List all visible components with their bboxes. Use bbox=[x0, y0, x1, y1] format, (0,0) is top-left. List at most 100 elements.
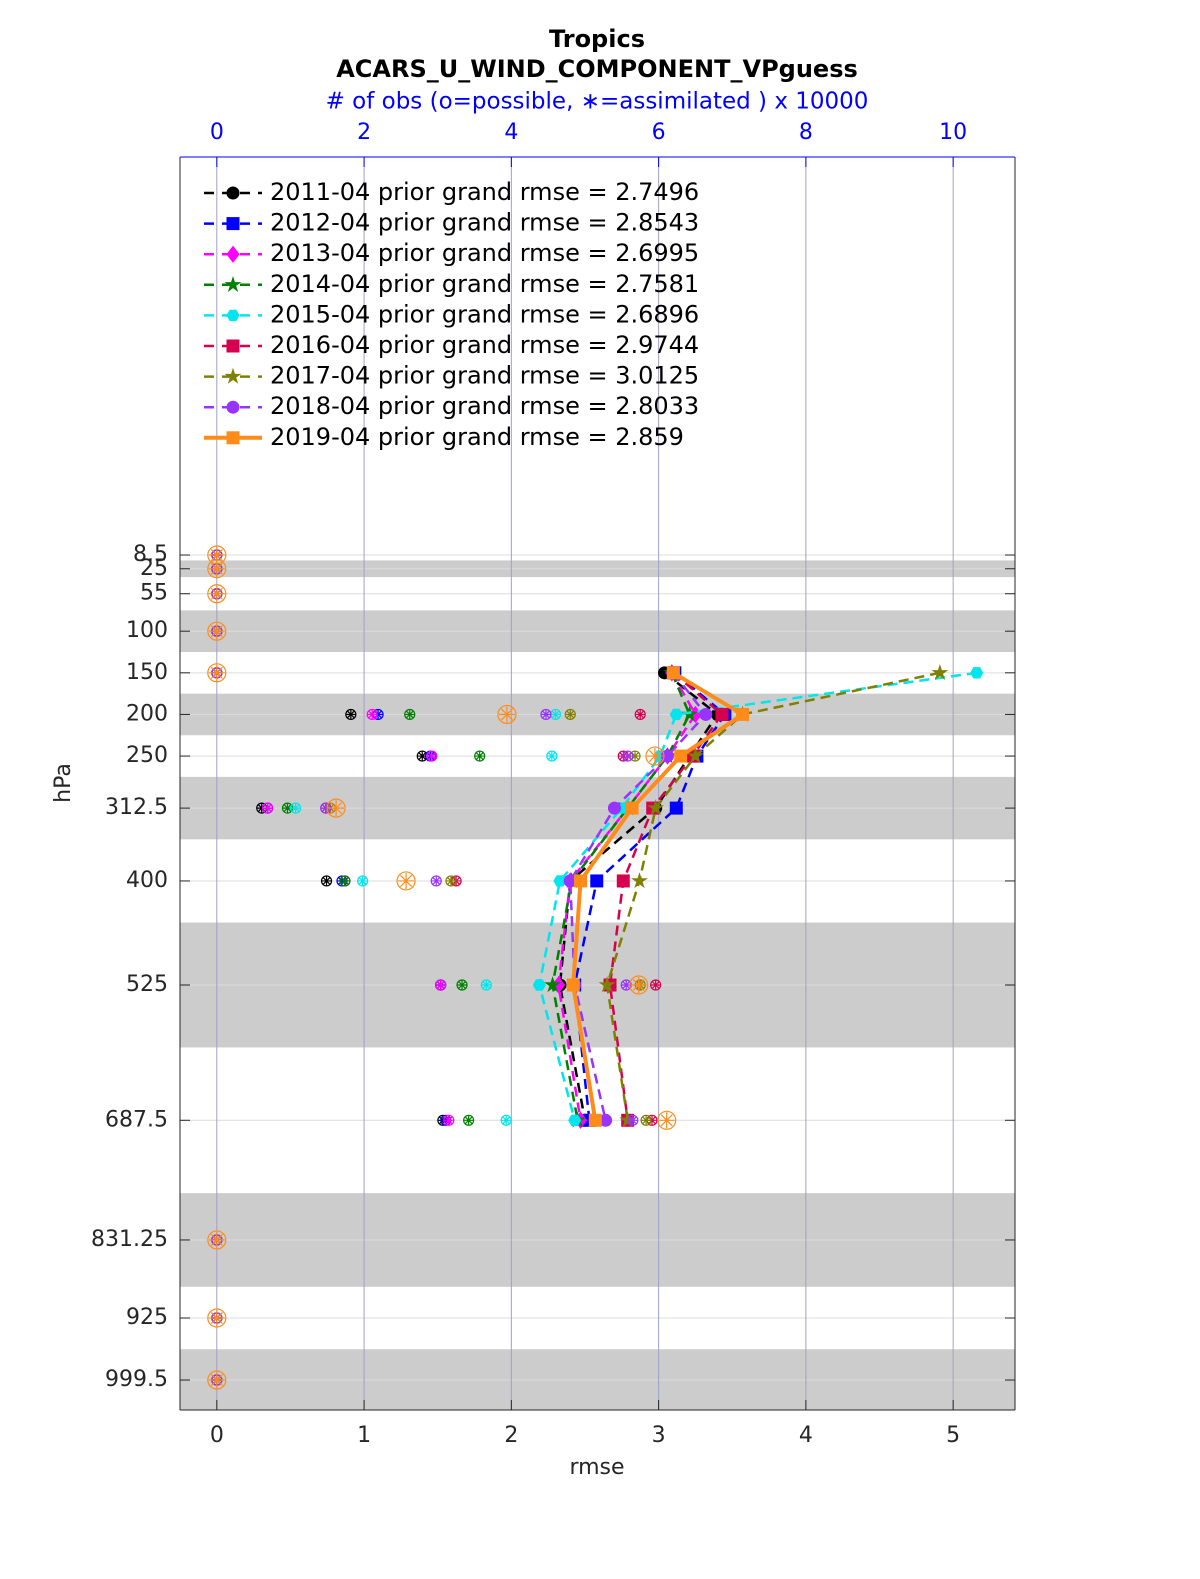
obs-assimilated bbox=[426, 751, 437, 762]
x2-tick-label: 4 bbox=[504, 120, 518, 145]
data-point bbox=[616, 874, 630, 888]
legend-marker bbox=[224, 275, 242, 292]
data-point bbox=[669, 708, 683, 721]
obs-possible bbox=[326, 798, 346, 818]
data-point bbox=[970, 667, 984, 679]
y-tick-label: 400 bbox=[126, 868, 168, 893]
data-point bbox=[931, 663, 949, 680]
data-point bbox=[566, 978, 580, 992]
legend-label: 2014-04 prior grand rmse = 2.7581 bbox=[270, 270, 699, 298]
y-tick-label: 312.5 bbox=[105, 795, 168, 820]
obs-possible bbox=[207, 663, 227, 683]
obs-assimilated bbox=[256, 803, 267, 814]
obs-assimilated bbox=[367, 709, 378, 720]
x-tick-label: 2 bbox=[504, 1423, 518, 1448]
obs-assimilated bbox=[208, 623, 225, 640]
data-point bbox=[736, 707, 750, 721]
obs-possible bbox=[497, 704, 517, 725]
obs-assimilated bbox=[501, 1115, 512, 1126]
obs-assimilated bbox=[357, 875, 368, 886]
obs-assimilated bbox=[339, 875, 350, 886]
obs-assimilated bbox=[630, 751, 641, 762]
legend-label: 2015-04 prior grand rmse = 2.6896 bbox=[270, 300, 699, 328]
obs-assimilated bbox=[431, 875, 442, 886]
x-tick-label: 5 bbox=[946, 1423, 960, 1448]
obs-assimilated bbox=[208, 664, 225, 681]
obs-assimilated bbox=[565, 709, 576, 720]
legend-marker bbox=[226, 217, 240, 231]
data-point bbox=[715, 707, 729, 721]
y-tick-label: 100 bbox=[126, 618, 168, 643]
data-point bbox=[590, 874, 604, 888]
data-point bbox=[532, 979, 546, 991]
obs-possible bbox=[645, 746, 665, 766]
obs-possible bbox=[207, 584, 227, 604]
x-tick-label: 3 bbox=[652, 1423, 666, 1448]
legend-marker bbox=[226, 245, 240, 263]
obs-assimilated bbox=[445, 875, 456, 886]
data-point bbox=[588, 1113, 602, 1127]
obs-assimilated bbox=[546, 751, 557, 762]
chart-title: Tropics bbox=[549, 25, 645, 53]
y-tick-label: 687.5 bbox=[105, 1107, 168, 1132]
obs-assimilated bbox=[474, 751, 485, 762]
obs-assimilated bbox=[208, 1231, 225, 1248]
obs-assimilated bbox=[540, 709, 551, 720]
x-axis-label: rmse bbox=[569, 1455, 624, 1480]
obs-possible bbox=[207, 621, 227, 641]
obs-assimilated bbox=[208, 547, 225, 564]
legend-label: 2018-04 prior grand rmse = 2.8033 bbox=[270, 392, 699, 420]
obs-assimilated bbox=[417, 751, 428, 762]
obs-assimilated bbox=[328, 800, 345, 817]
data-point bbox=[574, 874, 588, 888]
legend-marker bbox=[226, 431, 240, 445]
legend-marker bbox=[226, 400, 240, 414]
obs-assimilated bbox=[262, 803, 273, 814]
legend-label: 2017-04 prior grand rmse = 3.0125 bbox=[270, 362, 699, 390]
obs-possible bbox=[207, 1308, 227, 1328]
data-point bbox=[674, 749, 688, 763]
obs-assimilated bbox=[641, 1115, 652, 1126]
y-tick-label: 55 bbox=[140, 581, 168, 606]
data-point bbox=[669, 801, 683, 815]
obs-assimilated bbox=[290, 803, 301, 814]
legend-marker bbox=[226, 309, 240, 322]
series-line bbox=[571, 671, 747, 1121]
legend-label: 2011-04 prior grand rmse = 2.7496 bbox=[270, 178, 699, 206]
y-tick-label: 831.25 bbox=[91, 1227, 168, 1252]
x2-tick-label: 6 bbox=[652, 120, 666, 145]
y-tick-label: 925 bbox=[126, 1305, 168, 1330]
obs-assimilated bbox=[635, 709, 646, 720]
obs-assimilated bbox=[345, 709, 356, 720]
data-point bbox=[544, 976, 562, 993]
data-point bbox=[598, 976, 616, 993]
y-tick-label: 150 bbox=[126, 660, 168, 685]
legend-label: 2013-04 prior grand rmse = 2.6995 bbox=[270, 239, 699, 267]
obs-assimilated bbox=[481, 980, 492, 991]
y-tick-label: 525 bbox=[126, 972, 168, 997]
x-tick-label: 1 bbox=[357, 1423, 371, 1448]
x2-axis-label: # of obs (o=possible, ∗=assimilated ) x … bbox=[326, 89, 869, 115]
obs-assimilated bbox=[646, 1115, 657, 1126]
x2-tick-label: 10 bbox=[939, 120, 967, 145]
obs-assimilated bbox=[621, 980, 632, 991]
y-tick-label: 250 bbox=[126, 743, 168, 768]
obs-assimilated bbox=[658, 1112, 675, 1129]
y-tick-label: 200 bbox=[126, 701, 168, 726]
obs-assimilated bbox=[321, 875, 332, 886]
data-point bbox=[568, 1114, 582, 1126]
series-line bbox=[605, 671, 941, 1121]
obs-possible bbox=[657, 1110, 677, 1130]
obs-assimilated bbox=[622, 751, 633, 762]
obs-assimilated bbox=[627, 1115, 638, 1126]
obs-assimilated bbox=[373, 709, 384, 720]
obs-assimilated bbox=[443, 1115, 454, 1126]
legend-marker bbox=[226, 339, 240, 353]
obs-possible bbox=[207, 1370, 227, 1390]
obs-assimilated bbox=[650, 980, 661, 991]
obs-assimilated bbox=[498, 706, 515, 723]
series-line bbox=[538, 671, 977, 1121]
obs-assimilated bbox=[404, 709, 415, 720]
